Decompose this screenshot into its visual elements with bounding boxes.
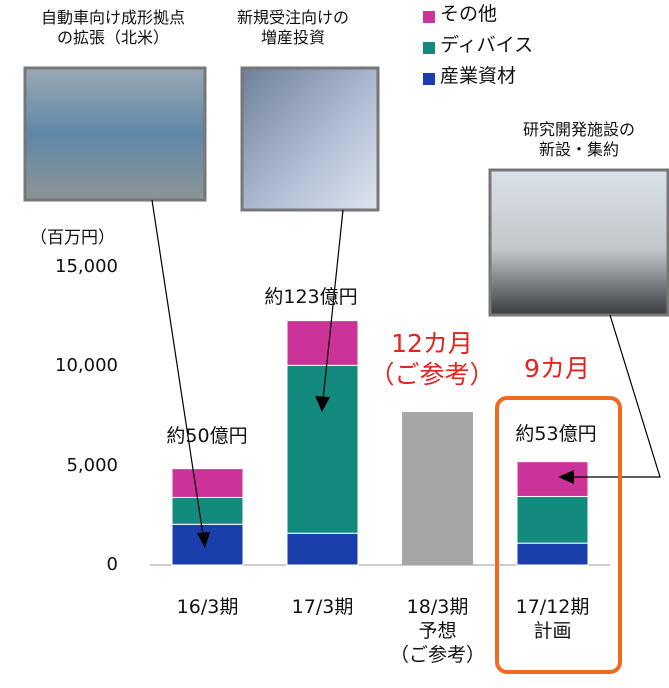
bar-segment	[286, 364, 359, 534]
x-tick-label: 16/3期	[176, 596, 239, 618]
y-tick-label: 0	[106, 553, 118, 575]
x-tick-label: 17/3期	[291, 596, 354, 618]
bar-segment	[516, 542, 589, 566]
bar-segment	[516, 495, 589, 544]
legend-label: 産業資材	[440, 65, 517, 87]
highlight-box	[495, 396, 622, 674]
x-tick-label: 17/12期 計画	[515, 596, 590, 642]
photo	[488, 168, 669, 317]
y-tick-label: 10,000	[55, 355, 118, 377]
arrowheads	[197, 396, 574, 548]
bar-segment	[171, 523, 244, 566]
bar-segment	[171, 468, 244, 498]
photo-caption: 新規受注向けの 増産投資	[236, 8, 349, 47]
bar-segment	[171, 496, 244, 525]
legend-swatch	[423, 11, 435, 23]
annotation: 約123億円	[264, 286, 358, 308]
leader-lines	[151, 199, 661, 536]
forecast-bar	[402, 412, 473, 565]
x-tick-label: 18/3期 予想 （ご参考）	[389, 596, 486, 666]
photo-caption: 自動車向け成形拠点 の拡張（北米）	[40, 8, 185, 47]
bar-segment	[516, 461, 589, 497]
photo	[240, 66, 380, 212]
legend-label: その他	[440, 3, 498, 25]
bar-segment	[286, 532, 359, 566]
y-axis-label: （百万円）	[30, 228, 115, 248]
y-tick-label: 15,000	[55, 255, 118, 277]
annotation: 9カ月	[524, 354, 590, 383]
annotation: 約50億円	[166, 425, 248, 447]
photo-caption: 研究開発施設の 新設・集約	[522, 120, 635, 159]
annotation: 約53億円	[515, 423, 597, 445]
legend-label: ディバイス	[440, 34, 534, 56]
annotation: 12カ月 （ご参考）	[369, 329, 495, 390]
y-tick-label: 5,000	[66, 454, 118, 476]
bar-segment	[286, 320, 359, 366]
photo	[23, 66, 207, 202]
legend-swatch	[423, 73, 435, 85]
legend-swatch	[423, 42, 435, 54]
